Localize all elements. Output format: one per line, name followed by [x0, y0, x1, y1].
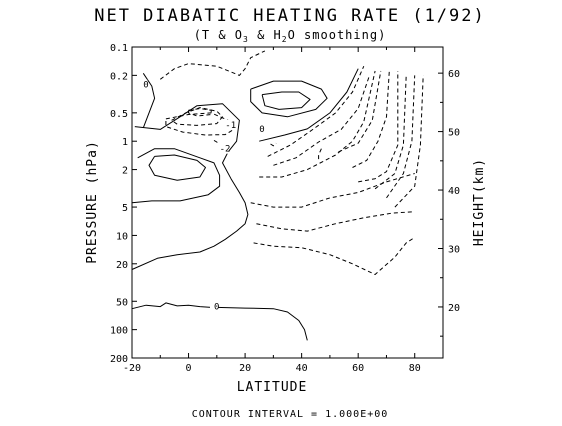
y-tick-label: 100: [110, 326, 128, 337]
contour-label-bg: [139, 79, 148, 90]
contour-line-positive: [259, 68, 359, 142]
contour-line-negative: [250, 173, 415, 208]
contour-line-negative: [270, 142, 277, 147]
contour-line-negative: [159, 50, 266, 80]
plot-frame: [131, 46, 444, 359]
y-tick-label: 20: [116, 260, 128, 271]
contour-line-negative: [394, 75, 424, 208]
contour-label: -2: [220, 145, 231, 155]
y-tick-label: 0.1: [110, 43, 128, 54]
subtitle-subscript-2: 2: [282, 35, 288, 44]
contour-interval-note: CONTOUR INTERVAL = 1.000E+00: [192, 409, 389, 420]
contour-line-negative: [374, 75, 407, 190]
subtitle-subscript-1: 3: [243, 35, 249, 44]
y2-axis-label: HEIGHT(km): [472, 158, 487, 246]
contour-line-negative: [171, 107, 223, 126]
subtitle-part-1: (T & O: [194, 28, 243, 42]
contour-line-negative: [318, 148, 322, 161]
y-axis-label: PRESSURE (hPa): [85, 140, 100, 264]
plot-area: -20 0 20 40 60 800.10.20.51251020501002002030…: [110, 43, 460, 374]
x-tick-label: 20: [239, 363, 251, 374]
contour-line-positive: [142, 73, 156, 128]
contour-label: 0: [143, 80, 148, 90]
y-tick-label: 50: [116, 297, 128, 308]
contour-label-bg: [209, 301, 218, 312]
y-tick-label: 5: [122, 203, 128, 214]
contour-line-negative: [273, 75, 370, 166]
contour-line-negative: [358, 71, 399, 183]
contour-line-negative: [267, 65, 365, 157]
contour-line-negative: [386, 75, 416, 199]
y-tick-label: 2: [122, 166, 128, 177]
chart-subtitle: (T & O3 & H2O smoothing): [194, 28, 387, 44]
contour-label: 0: [214, 303, 219, 313]
contour-label: -1: [225, 121, 236, 131]
contour-label-bg: [221, 119, 235, 130]
contour-label-bg: [215, 143, 229, 154]
contour-line-negative: [352, 70, 390, 168]
x-tick-label: 40: [296, 363, 308, 374]
contour-line-negative: [253, 236, 415, 275]
y-tick-label: 1: [122, 137, 128, 148]
y2-tick-label: 20: [448, 303, 460, 314]
contour-label: 0: [259, 125, 264, 135]
contour-line-negative: [259, 70, 376, 178]
x-tick-label: 60: [352, 363, 364, 374]
contour-line-positive: [250, 80, 328, 118]
contour-line-negative: [256, 211, 415, 232]
contour-line-negative: [165, 112, 235, 136]
x-tick-label: -20: [123, 363, 141, 374]
contour-line-positive: [131, 302, 308, 341]
contour-line-positive: [261, 91, 311, 110]
subtitle-part-2: & H: [249, 28, 282, 42]
y2-tick-label: 60: [448, 69, 460, 80]
contour-line-negative: [188, 108, 212, 117]
y2-tick-label: 50: [448, 128, 460, 139]
contour-label-bg: [255, 123, 264, 134]
y-tick-label: 10: [116, 231, 128, 242]
contour-line-negative: [338, 70, 382, 153]
contour-line-negative: [213, 139, 221, 147]
x-tick-label: 80: [409, 363, 421, 374]
y2-tick-label: 30: [448, 244, 460, 255]
y-tick-label: 0.5: [110, 109, 128, 120]
x-axis-label: LATITUDE: [237, 380, 308, 395]
subtitle-part-3: O smoothing): [288, 28, 387, 42]
y-tick-label: 0.2: [110, 71, 128, 82]
x-tick-label: 0: [186, 363, 192, 374]
y-tick-label: 200: [110, 354, 128, 365]
contour-line-positive: [148, 154, 206, 181]
contour-line-positive: [131, 148, 221, 204]
contour-line-positive: [131, 103, 249, 270]
chart-title: NET DIABATIC HEATING RATE (1/92): [94, 6, 486, 26]
y2-tick-label: 40: [448, 186, 460, 197]
